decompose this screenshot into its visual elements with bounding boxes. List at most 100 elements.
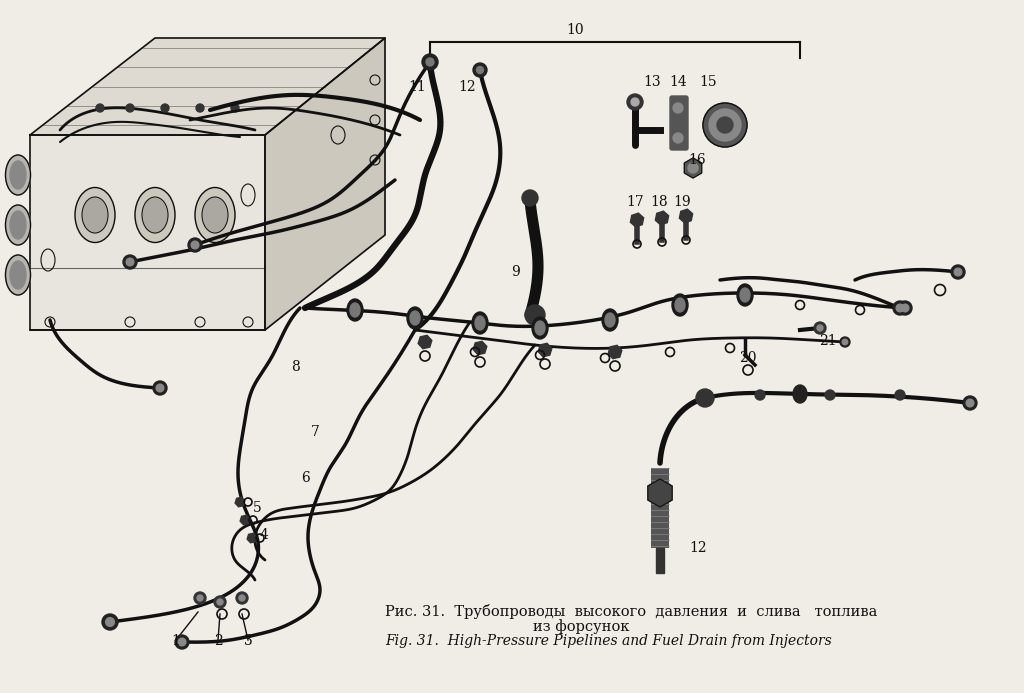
Polygon shape xyxy=(265,38,385,330)
Circle shape xyxy=(231,104,239,112)
Circle shape xyxy=(236,592,248,604)
Circle shape xyxy=(817,325,823,331)
Text: 20: 20 xyxy=(739,351,757,365)
Circle shape xyxy=(194,592,206,604)
Circle shape xyxy=(951,265,965,279)
Text: 1: 1 xyxy=(172,634,180,648)
Circle shape xyxy=(102,614,118,630)
Ellipse shape xyxy=(5,255,31,295)
Circle shape xyxy=(191,241,199,249)
Text: 6: 6 xyxy=(301,471,309,485)
Circle shape xyxy=(126,258,134,266)
Circle shape xyxy=(825,390,835,400)
Circle shape xyxy=(161,104,169,112)
Ellipse shape xyxy=(135,188,175,243)
Circle shape xyxy=(814,322,826,334)
Ellipse shape xyxy=(350,303,360,317)
Text: Рис. 31.  Трубопроводы  высокого  давления  и  слива   топлива: Рис. 31. Трубопроводы высокого давления … xyxy=(385,604,878,619)
Circle shape xyxy=(217,599,223,605)
Ellipse shape xyxy=(602,309,618,331)
Text: 21: 21 xyxy=(819,334,837,348)
Circle shape xyxy=(153,381,167,395)
Circle shape xyxy=(631,98,639,106)
Text: 17: 17 xyxy=(626,195,644,209)
Circle shape xyxy=(188,238,202,252)
Ellipse shape xyxy=(75,188,115,243)
Text: 18: 18 xyxy=(650,195,668,209)
Text: 19: 19 xyxy=(673,195,691,209)
Ellipse shape xyxy=(535,321,545,335)
Circle shape xyxy=(239,595,245,601)
Circle shape xyxy=(898,301,912,315)
Polygon shape xyxy=(30,38,385,135)
Circle shape xyxy=(901,304,909,312)
Text: 13: 13 xyxy=(643,75,660,89)
Circle shape xyxy=(196,104,204,112)
Ellipse shape xyxy=(195,188,234,243)
Ellipse shape xyxy=(5,155,31,195)
Circle shape xyxy=(197,595,203,601)
Circle shape xyxy=(673,133,683,143)
Circle shape xyxy=(895,390,905,400)
Text: из форсунок: из форсунок xyxy=(534,619,630,634)
Ellipse shape xyxy=(675,298,685,312)
Text: 8: 8 xyxy=(291,360,299,374)
Ellipse shape xyxy=(410,311,420,325)
Circle shape xyxy=(954,268,962,276)
Ellipse shape xyxy=(532,317,548,339)
Circle shape xyxy=(123,255,137,269)
Circle shape xyxy=(673,103,683,113)
Ellipse shape xyxy=(5,205,31,245)
Ellipse shape xyxy=(605,313,615,327)
Circle shape xyxy=(840,337,850,347)
Text: 9: 9 xyxy=(512,265,520,279)
Circle shape xyxy=(473,63,487,77)
Circle shape xyxy=(893,301,907,315)
Circle shape xyxy=(896,304,904,312)
Circle shape xyxy=(522,190,538,206)
Circle shape xyxy=(178,638,185,646)
Polygon shape xyxy=(30,135,265,330)
Ellipse shape xyxy=(407,307,423,329)
Circle shape xyxy=(709,109,741,141)
Circle shape xyxy=(126,104,134,112)
Ellipse shape xyxy=(475,316,485,330)
Text: 2: 2 xyxy=(214,634,222,648)
Circle shape xyxy=(967,399,974,407)
Ellipse shape xyxy=(10,261,26,289)
Text: 14: 14 xyxy=(669,75,687,89)
Circle shape xyxy=(717,117,733,133)
Circle shape xyxy=(422,54,438,70)
Circle shape xyxy=(688,163,698,173)
Circle shape xyxy=(963,396,977,410)
Circle shape xyxy=(525,305,545,325)
Ellipse shape xyxy=(202,197,228,233)
Circle shape xyxy=(96,104,104,112)
Text: 4: 4 xyxy=(259,528,268,542)
Circle shape xyxy=(426,58,434,66)
Circle shape xyxy=(755,390,765,400)
Circle shape xyxy=(476,67,483,73)
Ellipse shape xyxy=(142,197,168,233)
Ellipse shape xyxy=(347,299,362,321)
Ellipse shape xyxy=(793,385,807,403)
Circle shape xyxy=(696,389,714,407)
Text: 12: 12 xyxy=(458,80,476,94)
Text: 10: 10 xyxy=(566,23,584,37)
Circle shape xyxy=(843,340,848,344)
Circle shape xyxy=(105,617,115,626)
Circle shape xyxy=(175,635,189,649)
Text: 3: 3 xyxy=(244,634,252,648)
Ellipse shape xyxy=(672,294,688,316)
Ellipse shape xyxy=(737,284,753,306)
FancyBboxPatch shape xyxy=(670,96,688,150)
Text: 5: 5 xyxy=(253,501,261,515)
Bar xyxy=(656,548,664,573)
Text: 15: 15 xyxy=(699,75,717,89)
Circle shape xyxy=(627,94,643,110)
Ellipse shape xyxy=(740,288,750,302)
Circle shape xyxy=(214,596,226,608)
Ellipse shape xyxy=(10,211,26,239)
Circle shape xyxy=(156,384,164,392)
Ellipse shape xyxy=(472,312,488,334)
